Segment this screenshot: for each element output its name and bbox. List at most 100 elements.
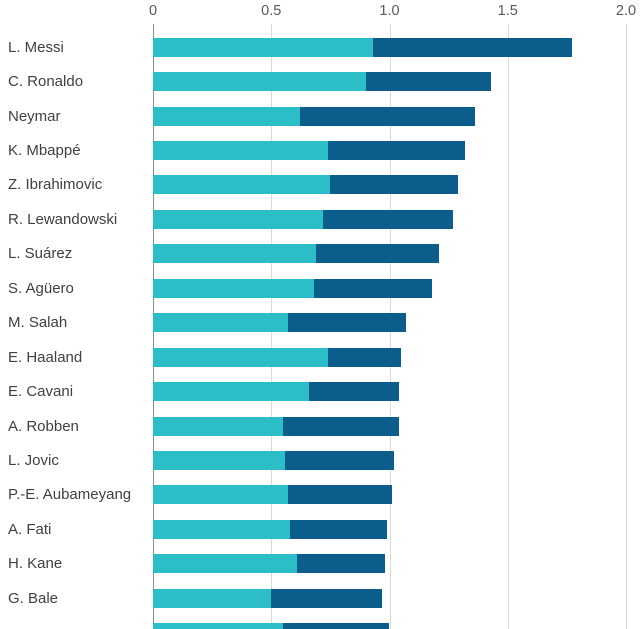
- bar-segment-teal: [153, 72, 366, 92]
- category-label: E. Haaland: [8, 348, 83, 366]
- bar-track: [153, 313, 626, 333]
- chart-row: L. Messi: [0, 30, 640, 64]
- bar-segment-dark-blue: [285, 450, 395, 470]
- chart-row: H. Kane: [0, 547, 640, 581]
- stacked-bar: [153, 347, 626, 367]
- bar-segment-teal: [153, 37, 373, 57]
- bar-segment-dark-blue: [323, 209, 454, 229]
- gridline: [507, 30, 509, 629]
- bar-track: [153, 485, 626, 505]
- chart-row: C. Ronaldo: [0, 64, 640, 98]
- category-label: A. Robben: [8, 417, 79, 435]
- chart-row: L. Suárez: [0, 237, 640, 271]
- x-axis-tick-label: 2.0: [615, 3, 637, 19]
- stacked-bar: [153, 485, 626, 505]
- stacked-bar: [153, 382, 626, 402]
- bar-segment-dark-blue: [309, 382, 399, 402]
- bar-track: [153, 554, 626, 574]
- stacked-bar: [153, 72, 626, 92]
- stacked-bar: [153, 313, 626, 333]
- bar-segment-dark-blue: [287, 485, 392, 505]
- bar-segment-teal: [153, 278, 314, 298]
- bar-segment-dark-blue: [287, 313, 407, 333]
- chart-row: A. Robben: [0, 409, 640, 443]
- bar-segment-teal: [153, 347, 328, 367]
- bar-track: [153, 244, 626, 264]
- x-axis-tick-mark: [507, 24, 509, 30]
- bar-track: [153, 347, 626, 367]
- stacked-bar: [153, 106, 626, 126]
- bar-track: [153, 623, 626, 629]
- category-label: E. Cavani: [8, 383, 74, 401]
- category-label: A. Fati: [8, 520, 52, 538]
- category-label: R. Lewandowski: [8, 210, 118, 228]
- stacked-bar: [153, 141, 626, 161]
- category-label: L. Jovic: [8, 451, 59, 469]
- bar-track: [153, 450, 626, 470]
- bar-segment-dark-blue: [328, 347, 402, 367]
- bar-track: [153, 588, 626, 608]
- bar-segment-dark-blue: [365, 72, 492, 92]
- bar-segment-teal: [153, 416, 284, 436]
- chart-row: P.-E. Aubameyang: [0, 478, 640, 512]
- category-label: S. Agüero: [8, 279, 74, 297]
- bar-segment-dark-blue: [316, 244, 440, 264]
- chart-row: G. Bale: [0, 581, 640, 615]
- stacked-bar: [153, 37, 626, 57]
- chart-row: S. Agüero: [0, 271, 640, 305]
- bar-segment-dark-blue: [297, 554, 385, 574]
- x-axis-tick-mark: [271, 24, 273, 30]
- chart-row: A. Fati: [0, 512, 640, 546]
- bar-segment-dark-blue: [271, 588, 383, 608]
- bar-track: [153, 382, 626, 402]
- stacked-bar: [153, 416, 626, 436]
- bar-segment-teal: [153, 244, 317, 264]
- bar-segment-dark-blue: [313, 278, 433, 298]
- bar-segment-teal: [153, 141, 328, 161]
- bar-track: [153, 278, 626, 298]
- bar-segment-dark-blue: [372, 37, 572, 57]
- gridline: [626, 30, 627, 629]
- bar-segment-teal: [153, 588, 272, 608]
- x-axis-tick-label: 1.5: [497, 3, 518, 19]
- category-label: P.-E. Aubameyang: [8, 486, 132, 504]
- stacked-bar: [153, 450, 626, 470]
- category-label: Neymar: [8, 107, 61, 125]
- x-axis: 0 0.5 1.0 1.5 2.0: [149, 0, 636, 30]
- category-label: L. Messi: [8, 38, 64, 56]
- chart-row: Neymar: [0, 99, 640, 133]
- bar-track: [153, 416, 626, 436]
- chart-row: M. Salah: [0, 306, 640, 340]
- x-axis-tick-mark: [626, 24, 627, 30]
- chart-rows: L. Messi C. Ronaldo Neymar K. Mbappé Z. Ibra…: [0, 30, 640, 629]
- category-label: H. Kane: [8, 555, 63, 573]
- bar-track: [153, 72, 626, 92]
- x-axis-tick-label: 0: [148, 3, 158, 19]
- category-label: Z. Ibrahimovic: [8, 176, 103, 194]
- chart-row: K. Mbappé: [0, 133, 640, 167]
- bar-segment-teal: [153, 450, 286, 470]
- x-axis-tick-label: 1.0: [379, 3, 400, 19]
- bar-segment-teal: [153, 623, 284, 629]
- chart-row: L. Jovic: [0, 443, 640, 477]
- stacked-bar: [153, 278, 626, 298]
- bar-track: [153, 141, 626, 161]
- stacked-bar: [153, 623, 626, 629]
- category-label: K. Mbappé: [8, 142, 81, 160]
- chart-row: [0, 615, 640, 629]
- bar-track: [153, 37, 626, 57]
- bar-track: [153, 106, 626, 126]
- category-label: C. Ronaldo: [8, 73, 84, 91]
- bar-segment-teal: [153, 313, 288, 333]
- bar-segment-dark-blue: [330, 175, 459, 195]
- bar-segment-teal: [153, 554, 298, 574]
- bar-track: [153, 209, 626, 229]
- stacked-bar: [153, 175, 626, 195]
- bar-segment-dark-blue: [283, 623, 390, 629]
- bar-segment-teal: [153, 106, 300, 126]
- category-label: L. Suárez: [8, 245, 73, 263]
- bar-segment-teal: [153, 175, 331, 195]
- stacked-bar: [153, 554, 626, 574]
- bar-segment-teal: [153, 519, 291, 539]
